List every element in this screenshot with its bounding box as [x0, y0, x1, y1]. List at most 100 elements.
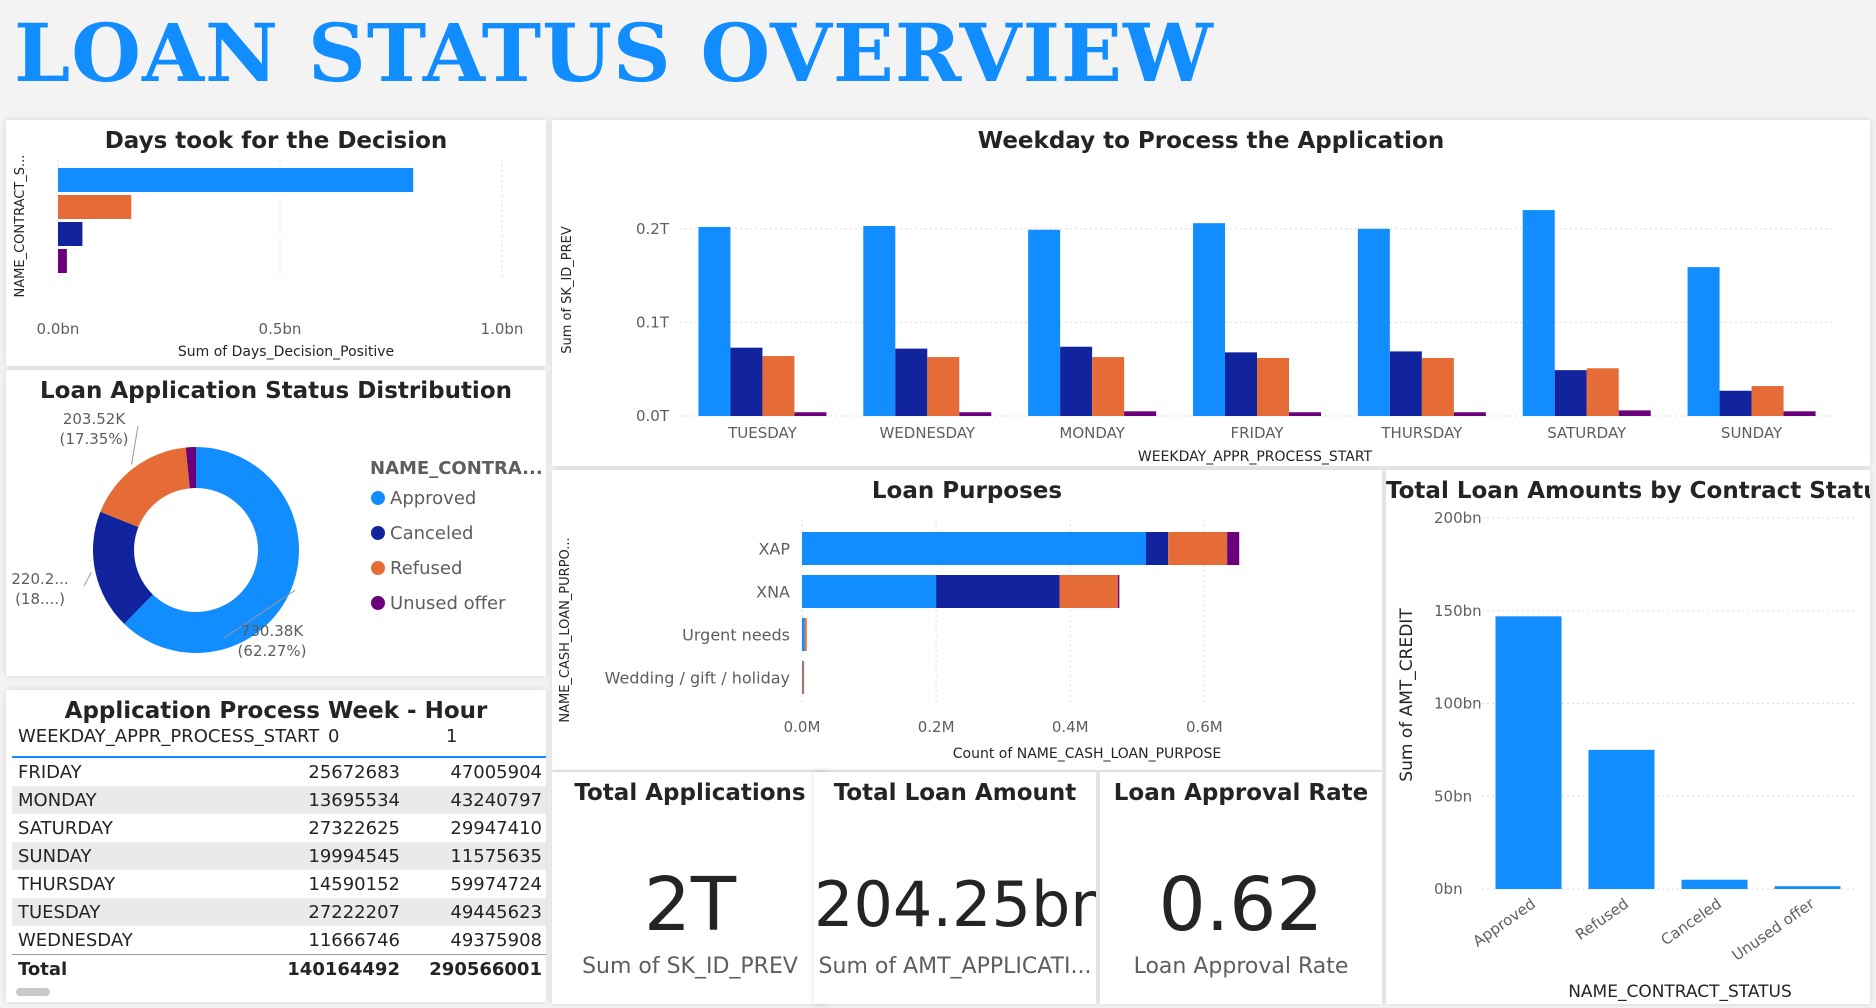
- table-row[interactable]: FRIDAY 25672683 47005904: [12, 758, 546, 786]
- bar-refused-tuesday: [762, 356, 795, 416]
- bar-refused-urgent-needs: [804, 618, 807, 651]
- matrix-table: FRIDAY 25672683 47005904 MONDAY 13695534 4324…: [12, 758, 546, 983]
- bar-refused-monday: [1092, 357, 1125, 416]
- legend-item-unused: Unused offer: [390, 593, 506, 614]
- bar-unused-sunday: [1783, 411, 1816, 416]
- legend-item-refused: Refused: [390, 558, 462, 579]
- days-decision-panel[interactable]: Days took for the Decision 0.0bn 0.5bn 1.0…: [6, 120, 546, 366]
- loan-purposes-panel[interactable]: Loan Purposes 0.0M 0.2M 0.4M 0.6M XAP XNA Urge…: [552, 470, 1382, 770]
- total-label: Total: [12, 954, 264, 983]
- row-value: 27222207: [264, 898, 406, 926]
- legend-item-canceled: Canceled: [390, 523, 473, 544]
- page-title: LOAN STATUS OVERVIEW: [14, 6, 1214, 100]
- week-hour-matrix-panel[interactable]: Application Process Week - Hour WEEKDAY_…: [6, 690, 546, 1002]
- bar-approved: [58, 168, 414, 192]
- bar-refused-saturday: [1586, 368, 1619, 416]
- table-row[interactable]: SATURDAY 27322625 29947410: [12, 814, 546, 842]
- bar-refused-xap: [1168, 532, 1228, 565]
- bar-unused-wednesday: [959, 412, 992, 416]
- table-row[interactable]: SUNDAY 19994545 11575635: [12, 842, 546, 870]
- x-tick-label: 0.6M: [1186, 718, 1223, 736]
- bar-canceled-wednesday: [895, 348, 928, 416]
- y-tick-label: 100bn: [1434, 695, 1482, 713]
- amounts-by-status-panel[interactable]: Total Loan Amounts by Contract Status 0b…: [1386, 470, 1870, 1004]
- bar-approved-wednesday: [863, 225, 896, 416]
- y-tick-label: Urgent needs: [682, 626, 790, 645]
- bar-refused: [1588, 749, 1655, 889]
- bar-approved-tuesday: [698, 226, 731, 416]
- row-value: 47005904: [450, 761, 542, 783]
- bar-unused-offer: [58, 249, 67, 273]
- slice-refused: [100, 447, 190, 528]
- bar-approved-urgent-needs: [802, 618, 805, 651]
- y-tick-label: 0.0T: [636, 407, 670, 425]
- x-tick-label: 0.5bn: [259, 320, 302, 338]
- bar-canceled-sunday: [1719, 390, 1752, 416]
- table-row[interactable]: MONDAY 13695534 43240797: [12, 786, 546, 814]
- slice-approved: [124, 447, 300, 653]
- table-row[interactable]: TUESDAY 27222207 49445623: [12, 898, 546, 926]
- row-value: 29947410: [450, 817, 542, 839]
- bar-refused: [58, 195, 132, 219]
- bar-approved-monday: [1028, 229, 1061, 416]
- y-tick-label: 50bn: [1434, 787, 1472, 805]
- status-distribution-title: Loan Application Status Distribution: [40, 378, 512, 404]
- amounts-by-status-chart: 0bn 50bn 100bn 150bn 200bn Approved Refused Can…: [1397, 509, 1854, 1002]
- leader-line: [223, 589, 296, 639]
- y-axis-label: NAME_CASH_LOAN_PURPO...: [558, 537, 573, 722]
- x-tick-label: Unused offer: [1729, 894, 1819, 964]
- bar-refused-wednesday: [927, 357, 960, 416]
- x-tick-label: 0.2M: [918, 718, 955, 736]
- matrix-header-rule: [12, 756, 546, 758]
- loan-purposes-title: Loan Purposes: [871, 478, 1063, 504]
- x-tick-label: MONDAY: [1059, 424, 1125, 442]
- data-label: 220.2...: [11, 570, 68, 588]
- bar-unused-thursday: [1453, 412, 1486, 416]
- bar-canceled-xna: [936, 575, 1060, 608]
- x-tick-label: THURSDAY: [1380, 424, 1463, 442]
- data-label: 730.38K: [241, 622, 304, 640]
- table-row[interactable]: THURSDAY 14590152 59974724: [12, 870, 546, 898]
- bar-canceled-thursday: [1389, 351, 1422, 416]
- bar-unused-offer: [1774, 886, 1841, 889]
- loan-purposes-chart: 0.0M 0.2M 0.4M 0.6M XAP XNA Urgent needs Weddin…: [558, 520, 1240, 762]
- card-loan-approval-rate-value: 0.62: [1158, 862, 1324, 948]
- x-axis-label: Sum of Days_Decision_Positive: [178, 344, 394, 360]
- y-tick-label: 0.2T: [636, 220, 670, 238]
- data-label-pct: (18....): [15, 590, 65, 608]
- card-total-loan-amount-value: 204.25bn: [814, 868, 1096, 941]
- status-distribution-panel[interactable]: Loan Application Status Distribution 203…: [6, 370, 546, 676]
- legend-item-approved: Approved: [390, 488, 476, 509]
- table-row[interactable]: WEDNESDAY 11666746 49375908: [12, 926, 546, 955]
- table-total-row: Total 140164492 290566001: [12, 954, 546, 983]
- x-axis-label: WEEKDAY_APPR_PROCESS_START: [1138, 449, 1373, 465]
- x-tick-label: FRIDAY: [1230, 424, 1284, 442]
- legend-marker-unused: [371, 596, 385, 610]
- slice-unused: [185, 447, 196, 489]
- row-weekday: TUESDAY: [12, 898, 264, 926]
- matrix-header-weekday[interactable]: WEEKDAY_APPR_PROCESS_START: [18, 726, 320, 747]
- x-tick-label: 1.0bn: [481, 320, 524, 338]
- card-total-applications-title: Total Applications: [574, 780, 806, 806]
- card-loan-approval-rate[interactable]: Loan Approval Rate 0.62 Loan Approval Ra…: [1100, 772, 1382, 1004]
- x-tick-label: Approved: [1470, 895, 1539, 951]
- row-value: 11666746: [308, 929, 400, 951]
- bar-canceled-monday: [1060, 346, 1093, 416]
- y-tick-label: Wedding / gift / holiday: [605, 669, 790, 688]
- card-total-loan-amount[interactable]: Total Loan Amount 204.25bn Sum of AMT_AP…: [814, 772, 1096, 1004]
- matrix-scrollbar[interactable]: [16, 988, 50, 996]
- legend-marker-refused: [371, 561, 385, 575]
- matrix-header-0[interactable]: 0: [328, 726, 340, 747]
- row-value: 19994545: [264, 842, 406, 870]
- weekday-panel[interactable]: Weekday to Process the Application 0.0T 0…: [552, 120, 1870, 466]
- bar-canceled-friday: [1225, 352, 1257, 416]
- y-axis-label: Sum of AMT_CREDIT: [1397, 608, 1417, 782]
- matrix-header-1[interactable]: 1: [446, 726, 458, 747]
- y-tick-label: 200bn: [1434, 509, 1482, 527]
- card-total-applications-label: Sum of SK_ID_PREV: [582, 954, 798, 979]
- amounts-by-status-title: Total Loan Amounts by Contract Status: [1386, 478, 1870, 504]
- card-total-applications[interactable]: Total Applications 2T Sum of SK_ID_PREV: [552, 772, 828, 1004]
- x-tick-label: SUNDAY: [1721, 424, 1783, 442]
- bar-refused-friday: [1257, 357, 1289, 416]
- row-value: 43240797: [406, 786, 546, 814]
